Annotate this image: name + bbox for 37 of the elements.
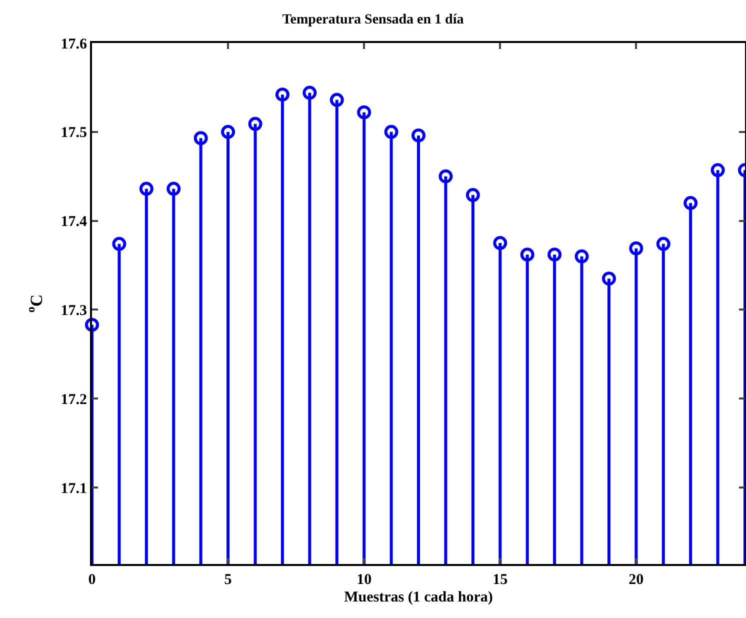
point (248, 116, 262, 131)
y-tick-label: 17.1 (60, 480, 87, 497)
x-tick-label: 5 (224, 572, 232, 588)
y-tick-label: 17.5 (60, 125, 87, 142)
point (629, 241, 644, 256)
point (656, 236, 670, 251)
point (493, 236, 508, 250)
x-tick-label: 15 (492, 572, 508, 588)
point (438, 169, 453, 184)
point (221, 124, 236, 139)
point (302, 86, 317, 100)
point (112, 236, 126, 251)
y-tick-label: 17.3 (60, 302, 87, 319)
point (194, 131, 208, 146)
point (466, 188, 480, 202)
point (574, 249, 589, 264)
point (412, 128, 426, 142)
point (330, 92, 344, 107)
point (684, 196, 698, 210)
y-tick-label: 17.4 (60, 214, 88, 230)
x-tick-label: 10 (356, 572, 372, 588)
x-axis-title: Muestras (1 cada hora) (344, 590, 493, 606)
chart-title: Temperatura Sensada en 1 día (282, 12, 464, 28)
point (85, 318, 99, 332)
x-tick-label: 20 (628, 572, 644, 588)
point (275, 88, 290, 102)
point (602, 272, 616, 286)
y-tick-label: 17.6 (60, 36, 88, 52)
point (548, 248, 562, 262)
point (139, 182, 154, 196)
point (710, 163, 725, 178)
x-tick-label: 0 (88, 572, 96, 588)
point (520, 248, 534, 262)
point (357, 105, 372, 120)
y-tick-label: 17.2 (60, 392, 87, 408)
point (166, 182, 181, 196)
point (384, 124, 398, 139)
